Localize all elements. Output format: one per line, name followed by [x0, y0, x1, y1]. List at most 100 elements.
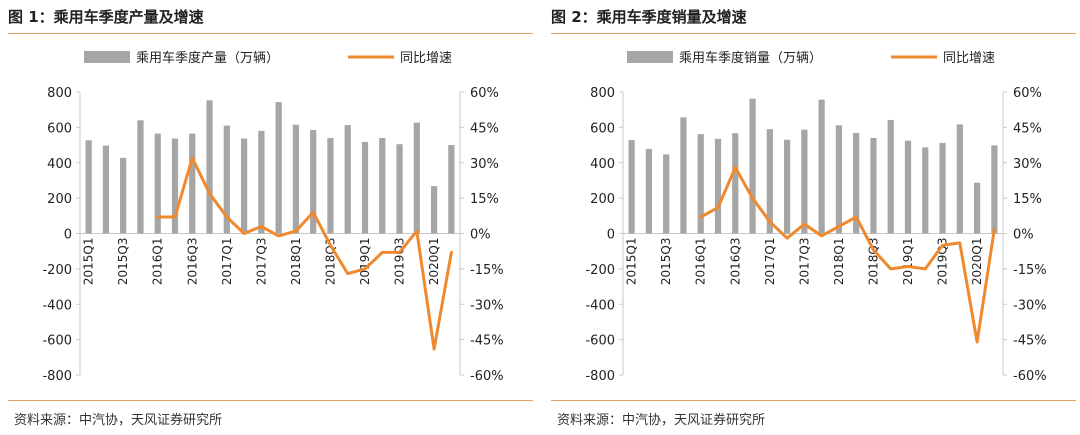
x-tick-label: 2015Q3 — [659, 238, 673, 286]
source-rule — [8, 400, 533, 401]
bar — [732, 133, 739, 234]
bar — [904, 140, 912, 234]
x-tick-label: 2019Q1 — [358, 238, 372, 286]
left-tick-label: 200 — [590, 192, 615, 207]
x-tick-label: 2018Q1 — [289, 238, 303, 286]
growth-line — [156, 156, 453, 351]
chart-title: 图 1：乘用车季度产量及增速 — [8, 8, 204, 26]
left-tick-label: 600 — [47, 121, 72, 136]
bar — [189, 133, 196, 234]
sales-chart: 乘用车季度销量（万辆） 同比增速 -800 -600 -400 -200 0 200 400 60… — [585, 50, 1047, 384]
source-rule — [551, 400, 1076, 401]
left-tick-label: -200 — [42, 263, 72, 278]
bar — [344, 125, 351, 234]
bar — [801, 129, 808, 234]
bar — [680, 117, 687, 234]
right-tick-label: 45% — [470, 121, 499, 136]
bar — [749, 98, 756, 234]
bar — [275, 102, 282, 234]
right-tick-label: 30% — [470, 157, 499, 172]
bar — [991, 145, 998, 234]
bar — [956, 124, 963, 234]
bar — [240, 138, 248, 234]
legend-bar-label: 乘用车季度销量（万辆） — [679, 50, 822, 66]
bar — [223, 125, 230, 234]
left-tick-label: 600 — [590, 121, 615, 136]
right-tick-label: -60% — [1013, 369, 1047, 384]
bar — [939, 142, 946, 234]
right-tick-label: -15% — [470, 263, 504, 278]
left-tick-label: 400 — [47, 157, 72, 172]
source-note: 资料来源：中汽协，天风证券研究所 — [557, 413, 766, 428]
x-tick-label: 2017Q1 — [220, 238, 234, 286]
bar — [697, 134, 704, 234]
right-tick-label: 30% — [1013, 157, 1042, 172]
bar — [102, 145, 110, 234]
right-tick-label: 0% — [470, 228, 491, 243]
right-tick-label: 60% — [1013, 86, 1042, 101]
chart-panel-1: 图 1：乘用车季度产量及增速 乘用车季度产量（万辆） 同比增速 -800 -600 -4… — [8, 0, 533, 435]
production-chart: 乘用车季度产量（万辆） 同比增速 -800 -600 -400 -200 0 200 400 60… — [42, 50, 504, 384]
left-tick-label: -200 — [585, 263, 615, 278]
legend-bar-swatch — [84, 51, 130, 63]
legend-bar-label: 乘用车季度产量（万辆） — [136, 50, 279, 66]
bar — [310, 130, 317, 234]
bar — [645, 148, 653, 234]
x-tick-label: 2017Q1 — [763, 238, 777, 286]
bar — [206, 100, 213, 234]
x-tick-label: 2017Q3 — [797, 238, 811, 286]
bar — [835, 125, 843, 234]
right-tick-label: -45% — [1013, 334, 1047, 349]
bar — [922, 147, 929, 234]
right-tick-label: 45% — [1013, 121, 1042, 136]
left-tick-label: -600 — [585, 334, 615, 349]
bar — [154, 133, 161, 234]
bar — [766, 129, 773, 234]
x-tick-label: 2020Q1 — [427, 238, 441, 286]
bar — [327, 137, 334, 234]
x-tick-label: 2016Q1 — [151, 238, 165, 286]
x-tick-label: 2015Q1 — [625, 238, 639, 286]
bar — [137, 120, 144, 234]
bar — [258, 130, 265, 234]
chart-panel-2: 图 2：乘用车季度销量及增速 乘用车季度销量（万辆） 同比增速 -800 -600 -4… — [551, 0, 1076, 435]
bar — [628, 140, 635, 234]
right-tick-label: -30% — [470, 298, 504, 313]
left-tick-label: 400 — [590, 157, 615, 172]
right-tick-label: -45% — [470, 334, 504, 349]
right-tick-label: 60% — [470, 86, 499, 101]
legend-bar-swatch — [627, 51, 673, 63]
title-rule — [8, 33, 533, 34]
title-rule — [551, 33, 1076, 34]
bar — [379, 137, 386, 234]
right-tick-label: 0% — [1013, 228, 1034, 243]
bar — [448, 145, 455, 234]
x-tick-label: 2015Q3 — [116, 238, 130, 286]
bar — [853, 133, 860, 234]
x-tick-label: 2016Q3 — [185, 238, 199, 286]
left-tick-label: 0 — [64, 228, 72, 243]
bar — [973, 182, 981, 234]
right-tick-label: 15% — [470, 192, 499, 207]
chart-title: 图 2：乘用车季度销量及增速 — [551, 8, 747, 26]
x-tick-label: 2018Q3 — [866, 238, 880, 286]
left-tick-label: 800 — [47, 86, 72, 101]
bar — [818, 99, 825, 234]
left-tick-label: -400 — [585, 298, 615, 313]
x-tick-label: 2020Q1 — [970, 238, 984, 286]
x-tick-label: 2016Q3 — [728, 238, 742, 286]
bar — [783, 139, 791, 234]
x-tick-label: 2018Q1 — [832, 238, 846, 286]
bar — [85, 140, 92, 234]
bar — [120, 157, 127, 234]
bar — [361, 141, 369, 234]
bar — [396, 144, 403, 234]
legend-line-label: 同比增速 — [400, 51, 452, 66]
bar — [292, 124, 300, 234]
growth-line — [699, 166, 996, 344]
x-tick-label: 2019Q1 — [901, 238, 915, 286]
bar — [171, 138, 179, 234]
bar — [430, 186, 438, 234]
left-tick-label: -800 — [585, 369, 615, 384]
bar — [413, 122, 420, 234]
